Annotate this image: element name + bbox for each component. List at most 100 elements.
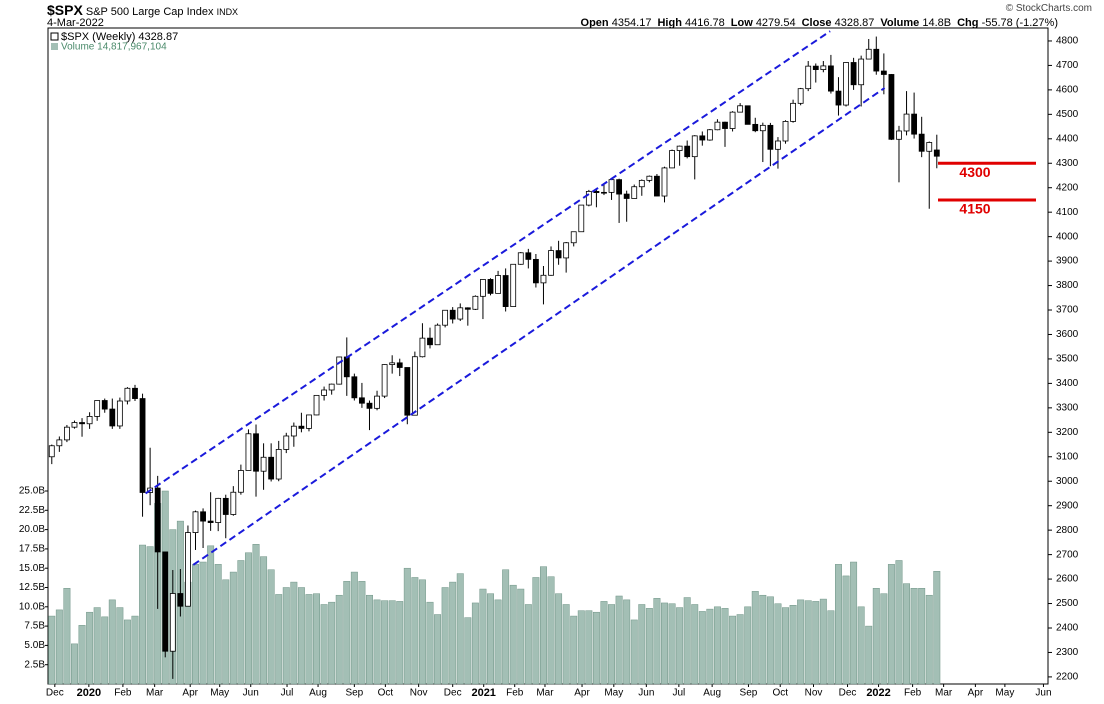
quote-value: 4279.54	[755, 17, 796, 29]
volume-bar	[487, 593, 494, 685]
candle-body	[918, 133, 925, 152]
volume-bar	[706, 608, 714, 685]
candle-body	[487, 279, 494, 294]
y-tick-label: 2900	[1056, 500, 1079, 511]
candle-body	[336, 356, 343, 385]
volume-bar	[827, 610, 835, 685]
volume-bar	[229, 571, 237, 685]
volume-tick-label: 7.5B	[24, 621, 45, 632]
title: $SPX S&P 500 Large Cap Index INDX	[47, 2, 238, 18]
candle-body	[669, 150, 675, 169]
candle-body	[850, 62, 857, 86]
candle-body	[94, 400, 101, 417]
candle-body	[56, 439, 63, 447]
y-tick-label: 3400	[1056, 378, 1079, 389]
volume-bar	[683, 597, 691, 685]
volume-bar	[86, 611, 94, 685]
candle-body	[283, 435, 290, 450]
volume-bar	[782, 607, 789, 685]
volume-bar	[842, 575, 850, 685]
volume-bar	[713, 606, 721, 685]
volume-bar	[350, 571, 358, 685]
y-tick-label: 3300	[1056, 402, 1079, 413]
candle-body	[116, 400, 123, 427]
volume-bar	[835, 564, 842, 685]
volume-bar	[615, 595, 623, 685]
candle-body	[169, 593, 176, 652]
volume-bar	[441, 587, 449, 685]
candle-body	[767, 124, 774, 150]
candle-body	[532, 258, 539, 284]
volume-bar	[328, 601, 336, 685]
candle-body	[737, 105, 744, 113]
candle-body	[381, 364, 388, 397]
volume-bar	[570, 615, 578, 685]
volume-bar	[388, 600, 396, 685]
candle-body	[525, 252, 532, 260]
candle-body	[865, 48, 872, 60]
y-tick-label: 3800	[1056, 280, 1079, 291]
volume-bar	[751, 591, 759, 685]
volume-bar	[275, 594, 283, 685]
volume-bar	[93, 607, 101, 685]
candle-body	[313, 394, 320, 416]
candle-body	[366, 402, 373, 409]
candle-body	[608, 179, 615, 193]
candle-body	[812, 65, 819, 70]
x-tick-label: Jul	[672, 688, 685, 699]
volume-bar	[729, 615, 737, 685]
y-tick-label: 2400	[1056, 623, 1079, 634]
candle-body	[843, 62, 849, 106]
volume-bar	[661, 602, 668, 685]
quote-label: Open	[580, 17, 609, 29]
candle-body	[510, 263, 517, 307]
candle-body	[903, 113, 910, 132]
candle-body	[404, 367, 411, 416]
channel-line	[192, 87, 886, 566]
volume-legend: Volume 14,817,967,104	[61, 42, 167, 53]
candle-body	[706, 129, 713, 141]
volume-bar	[48, 615, 56, 685]
candle-body	[359, 397, 365, 404]
y-tick-label: 4400	[1056, 133, 1079, 144]
x-tick-label: Jun	[638, 688, 654, 699]
volume-bar	[645, 608, 653, 685]
volume-tick-label: 10.0B	[19, 601, 45, 612]
volume-bar	[903, 583, 911, 685]
volume-bar	[123, 619, 131, 685]
volume-tick-label: 17.5B	[19, 544, 45, 555]
volume-bar	[305, 594, 313, 685]
quote-item: Chg -55.78 (-1.27%)	[957, 17, 1058, 29]
volume-bar	[865, 625, 873, 685]
volume-bar	[78, 625, 86, 685]
volume-bar	[517, 588, 525, 685]
copyright: © StockCharts.com	[1005, 3, 1092, 14]
candle-body	[654, 175, 660, 197]
candle-body	[631, 186, 638, 199]
volume-bar	[244, 552, 252, 685]
quote-value: 4328.87	[834, 17, 875, 29]
volume-bar	[819, 598, 827, 685]
candle-body	[411, 356, 418, 416]
candle-body	[805, 65, 812, 90]
candle-body	[200, 511, 206, 522]
volume-bar	[101, 616, 109, 685]
candle-body	[775, 140, 781, 150]
volume-bar	[456, 573, 464, 685]
volume-bar	[774, 603, 782, 685]
volume-bar	[282, 587, 290, 685]
candle-body	[237, 470, 244, 493]
x-tick-label: Apr	[574, 688, 590, 699]
candle-body	[351, 376, 358, 399]
volume-bar	[585, 610, 593, 685]
volume-bar	[789, 605, 797, 685]
volume-bar	[146, 546, 154, 685]
candle-body	[752, 123, 759, 132]
index-name: S&P 500 Large Cap Index	[85, 6, 214, 18]
candle-body	[563, 242, 570, 259]
x-tick-label: Mar	[536, 688, 554, 699]
volume-bar	[396, 601, 404, 685]
quote-value: 4354.17	[611, 17, 652, 29]
candle-body	[268, 456, 275, 480]
